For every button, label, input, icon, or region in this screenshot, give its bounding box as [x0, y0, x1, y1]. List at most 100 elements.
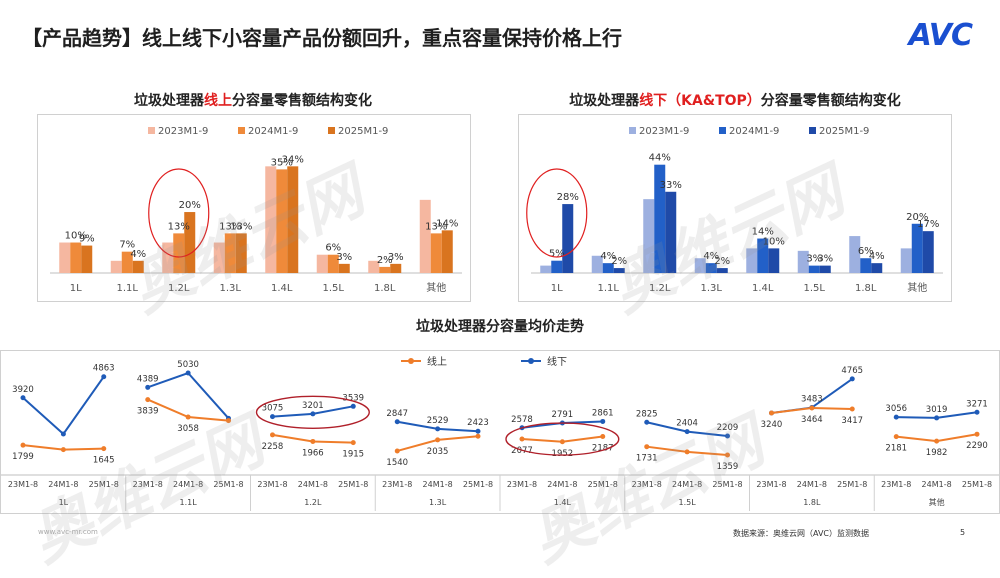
offline-point	[725, 433, 730, 439]
bar	[900, 248, 912, 273]
bar	[768, 248, 780, 273]
offline-point	[394, 419, 400, 425]
offline-point	[684, 429, 690, 435]
period-label: 24M1-8	[672, 480, 702, 489]
bar	[121, 251, 133, 273]
bar	[591, 255, 603, 273]
highlight-ellipse	[526, 168, 588, 258]
online-chart-title: 垃圾处理器线上分容量零售额结构变化	[38, 90, 468, 110]
category-label: 1.1L	[598, 283, 620, 294]
legend-label: 2023M1-9	[639, 126, 689, 137]
bar	[746, 248, 758, 273]
online-point	[684, 449, 690, 455]
online-point	[644, 444, 650, 450]
period-label: 25M1-8	[712, 480, 742, 489]
legend-swatch	[238, 127, 245, 134]
data-label: 17%	[917, 219, 939, 230]
online-value-label: 3417	[841, 416, 863, 426]
period-label: 24M1-8	[173, 480, 203, 489]
offline-value-label: 2529	[427, 416, 449, 426]
group-label: 1.2L	[304, 498, 322, 507]
category-label: 1L	[551, 283, 563, 294]
offline-point	[600, 418, 606, 424]
legend-label: 2024M1-9	[248, 126, 298, 137]
bar	[849, 236, 861, 273]
data-label: 7%	[119, 240, 135, 251]
online-point	[475, 433, 481, 439]
online-chart-panel: 2023M1-9 2024M1-9 2025M1-9 1L 1.1L 1.2L 1.3L 1.…	[37, 114, 471, 302]
online-point	[435, 437, 441, 443]
online-title-highlight: 线上	[204, 93, 232, 109]
bar	[368, 260, 380, 273]
category-label: 1L	[70, 283, 82, 294]
period-label: 25M1-8	[962, 480, 992, 489]
offline-title-post: 分容量零售额结构变化	[760, 93, 901, 109]
bar	[551, 260, 563, 273]
legend-swatch	[719, 127, 726, 134]
bar	[70, 242, 82, 273]
offline-point	[185, 370, 191, 376]
offline-value-label: 2791	[552, 410, 574, 420]
online-point	[934, 438, 940, 444]
group-label: 1.1L	[180, 498, 198, 507]
group-label: 1.5L	[679, 498, 697, 507]
online-value-label: 1952	[552, 449, 574, 459]
period-label: 25M1-8	[588, 480, 618, 489]
bar	[162, 242, 174, 273]
online-value-label: 3058	[177, 424, 199, 434]
data-label: 14%	[436, 218, 458, 229]
data-label: 2%	[714, 256, 730, 267]
online-point	[101, 446, 107, 452]
data-label: 28%	[557, 192, 579, 203]
period-label: 23M1-8	[8, 480, 38, 489]
group-label: 1.3L	[429, 498, 447, 507]
offline-point	[60, 431, 66, 437]
price-trend-chart: 线上 线下 23M1-8 24M1-8 25M1-8 1L 3920 4863 1799 1645…	[1, 355, 999, 511]
offline-point	[849, 376, 855, 382]
offline-point	[310, 411, 316, 417]
online-value-label: 1799	[12, 452, 34, 462]
data-label: 6%	[325, 243, 341, 254]
online-value-label: 2290	[966, 441, 988, 451]
bar	[327, 254, 339, 273]
group-label: 1.8L	[803, 498, 821, 507]
data-label: 13%	[219, 221, 241, 232]
online-value-label: 3240	[761, 420, 783, 430]
bar	[602, 263, 614, 273]
online-point	[559, 439, 565, 445]
slide-title: 【产品趋势】线上线下小容量产品份额回升，重点容量保持价格上行	[22, 26, 622, 50]
highlight-ellipse	[148, 168, 210, 258]
online-value-label: 1982	[926, 448, 948, 458]
period-label: 24M1-8	[48, 480, 78, 489]
period-label: 25M1-8	[338, 480, 368, 489]
online-point	[849, 406, 855, 412]
online-point	[893, 434, 899, 440]
data-label: 10%	[65, 231, 87, 242]
bar	[59, 242, 71, 273]
bar	[287, 166, 299, 273]
legend-marker	[528, 358, 534, 364]
bar	[224, 233, 236, 273]
data-label: 9%	[79, 234, 95, 245]
period-label: 25M1-8	[837, 480, 867, 489]
online-point	[270, 432, 275, 438]
online-value-label: 2187	[592, 444, 614, 454]
offline-value-label: 4765	[841, 366, 863, 376]
offline-value-label: 2847	[386, 409, 408, 419]
website-footer: www.avc-mr.com	[38, 528, 98, 536]
offline-value-label: 3271	[966, 399, 988, 409]
online-title-pre: 垃圾处理器	[134, 93, 204, 109]
category-label: 1.8L	[855, 283, 877, 294]
data-label: 3%	[806, 254, 822, 265]
offline-value-label: 2404	[676, 419, 698, 429]
online-value-label: 3464	[801, 415, 823, 425]
bar	[419, 199, 431, 273]
category-label: 1.4L	[752, 283, 774, 294]
legend-label: 2025M1-9	[819, 126, 869, 137]
offline-value-label: 4389	[137, 374, 159, 384]
period-label: 24M1-8	[797, 480, 827, 489]
offline-line	[22, 376, 105, 436]
online-point	[769, 410, 774, 416]
period-label: 24M1-8	[423, 480, 453, 489]
bar	[694, 258, 706, 273]
